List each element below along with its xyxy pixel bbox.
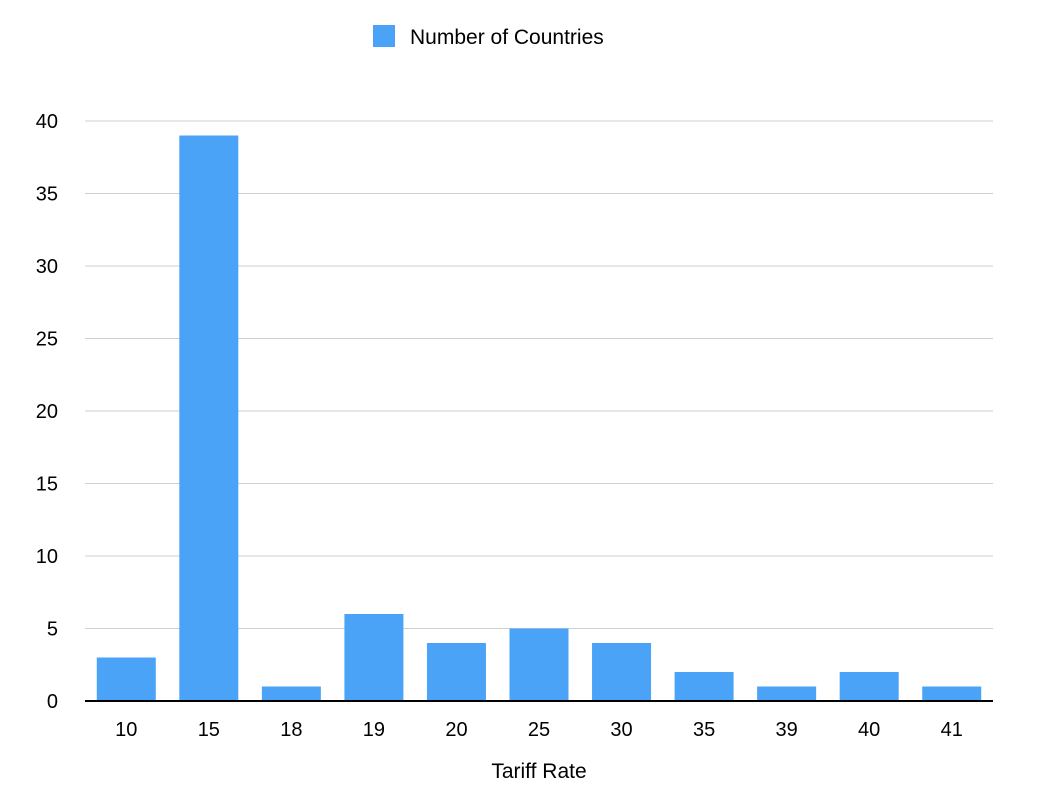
bar-41	[922, 686, 982, 701]
bar-19	[344, 614, 404, 701]
y-tick-label: 15	[36, 474, 58, 496]
bar-15	[179, 135, 239, 701]
y-tick-label: 30	[36, 256, 58, 278]
x-axis-label: Tariff Rate	[491, 760, 586, 783]
bar-40	[839, 672, 899, 701]
y-tick-label: 5	[47, 619, 58, 641]
y-axis-ticks: 0 5 10 15 20 25 30 35 40	[36, 111, 58, 713]
legend: Number of Countries	[373, 25, 604, 49]
y-tick-label: 25	[36, 329, 58, 351]
bar-20	[426, 643, 486, 701]
y-tick-label: 0	[47, 691, 58, 713]
bar-10	[96, 657, 156, 701]
x-tick-label: 39	[776, 719, 798, 741]
x-tick-label: 20	[445, 719, 467, 741]
legend-swatch	[373, 25, 395, 47]
x-tick-label: 40	[858, 719, 880, 741]
x-tick-label: 18	[280, 719, 302, 741]
y-tick-label: 10	[36, 546, 58, 568]
bar-35	[674, 672, 734, 701]
bar-18	[261, 686, 321, 701]
x-tick-label: 41	[941, 719, 963, 741]
x-tick-label: 19	[363, 719, 385, 741]
bar-39	[757, 686, 817, 701]
bar-30	[592, 643, 652, 701]
bars	[96, 135, 982, 701]
y-tick-label: 20	[36, 401, 58, 423]
bar-25	[509, 628, 569, 701]
x-tick-label: 30	[610, 719, 632, 741]
legend-label: Number of Countries	[410, 26, 604, 49]
x-tick-label: 35	[693, 719, 715, 741]
x-axis-ticks: 10 15 18 19 20 25 30 35 39 40 41	[115, 719, 963, 741]
x-tick-label: 25	[528, 719, 550, 741]
y-tick-label: 35	[36, 184, 58, 206]
x-tick-label: 10	[115, 719, 137, 741]
y-tick-label: 40	[36, 111, 58, 133]
x-tick-label: 15	[198, 719, 220, 741]
